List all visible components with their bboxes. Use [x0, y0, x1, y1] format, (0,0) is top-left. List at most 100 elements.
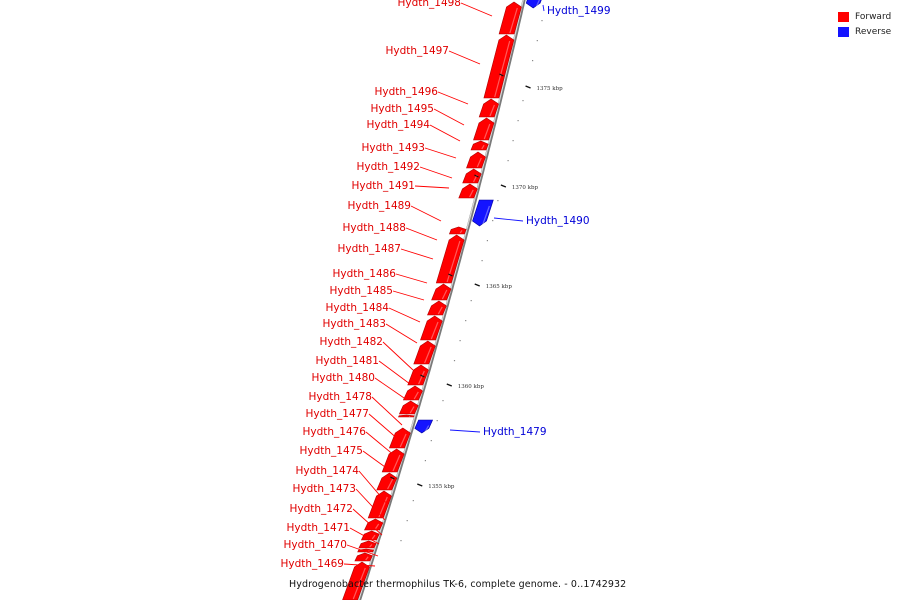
leader-line	[449, 429, 481, 433]
legend: Forward Reverse	[838, 9, 891, 39]
leader-line	[349, 527, 380, 545]
gene-label-hydth-1470[interactable]: Hydth_1470	[283, 539, 347, 551]
gene-label-hydth-1482[interactable]: Hydth_1482	[319, 336, 383, 348]
gene-hydth-1479[interactable]	[414, 419, 434, 434]
gene-hydth-1478[interactable]	[388, 427, 411, 449]
gene-label-hydth-1479[interactable]: Hydth_1479	[483, 426, 547, 438]
reverse-swatch	[838, 26, 849, 37]
gene-shine	[459, 230, 463, 234]
gene-label-hydth-1484[interactable]: Hydth_1484	[325, 302, 389, 314]
leader-line	[542, 4, 545, 12]
minor-tick	[517, 120, 519, 122]
gene-label-hydth-1495[interactable]: Hydth_1495	[370, 103, 434, 115]
leader-line	[388, 307, 421, 323]
gene-shine	[476, 157, 482, 168]
gene-shine	[489, 104, 495, 117]
gene-hydth-1488[interactable]	[435, 234, 465, 284]
gene-label-hydth-1471[interactable]: Hydth_1471	[286, 522, 350, 534]
gene-label-hydth-1499[interactable]: Hydth_1499	[547, 5, 611, 17]
gene-shine	[430, 321, 439, 340]
gene-label-hydth-1494[interactable]: Hydth_1494	[366, 119, 430, 131]
gene-hydth-1493[interactable]	[466, 151, 486, 169]
leader-line	[358, 470, 389, 506]
gene-shine	[409, 406, 415, 414]
gene-hydth-1481[interactable]	[398, 400, 419, 415]
gene-label-hydth-1475[interactable]: Hydth_1475	[299, 445, 363, 457]
leader-line	[365, 431, 396, 457]
kbp-tick	[525, 85, 531, 89]
gene-hydth-1496[interactable]	[478, 98, 499, 118]
gene-hydth-1494[interactable]	[470, 140, 489, 151]
minor-tick	[424, 460, 426, 462]
gene-label-hydth-1498[interactable]: Hydth_1498	[397, 0, 461, 9]
gene-label-hydth-1476[interactable]: Hydth_1476	[302, 426, 366, 438]
minor-tick	[536, 40, 538, 42]
leader-line	[433, 108, 465, 126]
gene-hydth-1489[interactable]	[448, 226, 467, 235]
gene-hydth-1483[interactable]	[407, 364, 429, 386]
gene-label-hydth-1472[interactable]: Hydth_1472	[289, 503, 353, 515]
gene-label-hydth-1478[interactable]: Hydth_1478	[308, 391, 372, 403]
boundary-mark	[390, 476, 395, 480]
gene-label-hydth-1496[interactable]: Hydth_1496	[374, 86, 438, 98]
minor-tick	[412, 500, 414, 502]
gene-label-hydth-1487[interactable]: Hydth_1487	[337, 243, 401, 255]
legend-forward-label: Forward	[855, 11, 892, 22]
minor-tick	[507, 160, 509, 162]
gene-hydth-1497[interactable]	[483, 34, 515, 99]
gene-hydth-1499[interactable]	[525, 0, 543, 9]
leader-line	[355, 488, 386, 521]
gene-hydth-1477[interactable]	[381, 448, 405, 473]
gene-label-hydth-1491[interactable]: Hydth_1491	[351, 180, 415, 192]
gene-hydth-1470[interactable]	[354, 552, 373, 562]
gene-hydth-1473[interactable]	[360, 530, 380, 541]
boundary-mark	[448, 273, 453, 277]
gene-label-hydth-1490[interactable]: Hydth_1490	[526, 215, 590, 227]
gene-label-hydth-1480[interactable]: Hydth_1480	[311, 372, 375, 384]
gene-hydth-1486[interactable]	[427, 300, 447, 316]
map-caption: Hydrogenobacter thermophilus TK-6, compl…	[289, 579, 627, 590]
legend-forward: Forward	[838, 9, 891, 24]
gene-label-hydth-1469[interactable]: Hydth_1469	[280, 558, 344, 570]
gene-hydth-1475[interactable]	[367, 490, 392, 519]
gene-hydth-1469[interactable]	[342, 561, 370, 600]
gene-label-hydth-1481[interactable]: Hydth_1481	[315, 355, 379, 367]
gene-label-hydth-1486[interactable]: Hydth_1486	[332, 268, 396, 280]
gene-hydth-1482[interactable]	[402, 385, 423, 401]
gene-hydth-1484[interactable]	[413, 340, 436, 365]
gene-label-hydth-1474[interactable]: Hydth_1474	[295, 465, 359, 477]
kbp-tick	[500, 184, 507, 188]
gene-shine	[408, 415, 411, 418]
gene-hydth-1480[interactable]	[398, 414, 415, 418]
leader-line	[414, 185, 450, 189]
gene-label-hydth-1497[interactable]: Hydth_1497	[385, 45, 449, 57]
gene-label-hydth-1493[interactable]: Hydth_1493	[361, 142, 425, 154]
gene-label-hydth-1483[interactable]: Hydth_1483	[322, 318, 386, 330]
gene-hydth-1495[interactable]	[473, 117, 495, 141]
gene-hydth-1490[interactable]	[472, 199, 494, 227]
gene-shine	[374, 523, 380, 530]
gene-label-hydth-1489[interactable]: Hydth_1489	[347, 200, 411, 212]
leader-line	[448, 50, 481, 65]
leader-line	[437, 91, 469, 105]
gene-hydth-1472[interactable]	[358, 540, 377, 549]
gene-shine	[371, 534, 376, 540]
gene-label-hydth-1477[interactable]: Hydth_1477	[305, 408, 369, 420]
gene-hydth-1491[interactable]	[458, 183, 478, 199]
gene-label-hydth-1473[interactable]: Hydth_1473	[292, 483, 356, 495]
gene-shine	[413, 391, 419, 400]
gene-shine	[446, 240, 461, 283]
gene-label-hydth-1488[interactable]: Hydth_1488	[342, 222, 406, 234]
gene-label-hydth-1492[interactable]: Hydth_1492	[356, 161, 420, 173]
gene-shine	[418, 370, 425, 385]
gene-hydth-1498[interactable]	[498, 1, 522, 35]
gene-hydth-1474[interactable]	[364, 518, 384, 531]
gene-shine	[437, 306, 443, 315]
gene-label-hydth-1485[interactable]: Hydth_1485	[329, 285, 393, 297]
gene-hydth-1492[interactable]	[462, 168, 482, 184]
gene-hydth-1487[interactable]	[431, 283, 452, 301]
gene-hydth-1485[interactable]	[420, 315, 443, 341]
gene-shine	[424, 346, 432, 364]
minor-tick	[532, 60, 534, 62]
forward-swatch	[838, 11, 849, 22]
